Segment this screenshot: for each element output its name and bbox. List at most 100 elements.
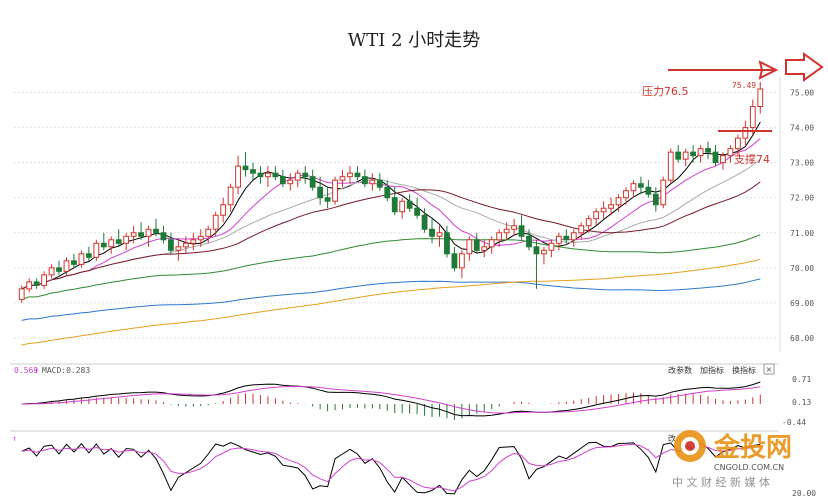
price-tick-label: 73.00 — [790, 159, 814, 168]
candle-body — [667, 151, 674, 181]
candle-body — [339, 176, 346, 181]
watermark-domain: CNGOLD.COM.CN — [714, 463, 784, 472]
candle-body — [511, 225, 517, 230]
candle-body — [705, 148, 711, 153]
ma-line-30 — [21, 181, 761, 290]
candle-body — [250, 169, 256, 174]
candle-body — [541, 249, 547, 255]
candle-body — [205, 228, 212, 237]
right-arrow-icon — [785, 52, 824, 82]
candle-body — [100, 242, 107, 248]
candle-body — [168, 239, 174, 251]
price-tick-label: 75.00 — [790, 89, 814, 98]
candle-body — [361, 176, 368, 185]
candle-body — [444, 232, 450, 255]
add-indicator-button[interactable]: 加指标 — [700, 365, 724, 375]
candle-body — [481, 246, 488, 251]
candle-body — [399, 200, 406, 213]
switch-indicator-button[interactable]: 换指标 — [732, 365, 756, 375]
candle-body — [742, 127, 749, 139]
macd-left-value: 0.569 — [14, 366, 38, 375]
candle-body — [123, 235, 130, 244]
macd-tick: 0.71 — [792, 375, 811, 384]
candle-body — [712, 151, 719, 164]
candle-body — [182, 242, 189, 248]
macd-tick: -0.44 — [782, 418, 806, 427]
candle-body — [302, 172, 309, 178]
candle-body — [615, 197, 622, 206]
kdj-change-params-button[interactable]: 改 — [668, 433, 676, 443]
candle-body — [638, 183, 644, 188]
candle-body — [115, 239, 122, 244]
candle-body — [93, 242, 100, 258]
candle-body — [406, 200, 413, 209]
candle-body — [85, 253, 92, 258]
candle-body — [585, 218, 592, 227]
candle-body — [630, 183, 637, 192]
candle-body — [71, 260, 77, 265]
kdj-lines — [21, 441, 761, 495]
candle-body — [414, 207, 421, 216]
candle-body — [473, 239, 480, 251]
candle-body — [294, 172, 301, 181]
candle-body — [727, 148, 734, 157]
candle-body — [391, 197, 398, 213]
candle-body — [384, 186, 391, 199]
candle-body — [518, 225, 525, 237]
candle-body — [570, 232, 577, 241]
candle-body — [279, 176, 286, 185]
candle-body — [488, 239, 495, 248]
resistance-arrow-icon — [758, 60, 779, 80]
candle-body — [690, 151, 697, 157]
candle-body — [272, 172, 279, 178]
candlestick-series — [18, 82, 764, 303]
main-price-grid — [14, 92, 778, 339]
candle-body — [175, 246, 182, 251]
support-annotation: 支撑74 — [718, 130, 772, 166]
candle-body — [533, 246, 540, 255]
candle-body — [563, 235, 570, 241]
moving-average-lines — [21, 121, 761, 346]
change-params-button[interactable]: 改参数 — [668, 365, 692, 375]
candle-body — [555, 235, 562, 244]
resistance-annotation: 压力76.5 — [642, 52, 824, 98]
price-tick-label: 71.00 — [790, 229, 814, 238]
candle-body — [309, 176, 316, 188]
candle-body — [429, 228, 435, 237]
close-icon: × — [766, 365, 773, 374]
price-axis: 75.00 74.00 73.00 72.00 71.00 70.00 69.00 68.00 — [779, 76, 814, 352]
kdj-tick: 20.00 — [792, 489, 816, 498]
kdj-k-line — [21, 441, 761, 495]
candle-body — [153, 228, 159, 234]
macd-value-label: MACD:0.283 — [42, 366, 90, 375]
candle-body — [41, 274, 48, 286]
candle-body — [652, 193, 659, 206]
candle-body — [242, 165, 249, 171]
resistance-label: 压力76.5 — [642, 85, 689, 98]
candle-body — [197, 235, 204, 241]
candle-body — [317, 186, 324, 199]
candle-body — [749, 106, 756, 129]
candle-body — [257, 172, 264, 178]
candle-body — [332, 179, 338, 202]
candle-body — [451, 253, 458, 269]
close-panel-button[interactable] — [763, 363, 775, 375]
candle-body — [466, 239, 473, 255]
price-tick-label: 69.00 — [790, 299, 814, 308]
watermark-brand: 金投网 — [713, 432, 792, 463]
candle-body — [369, 179, 376, 185]
watermark-slogan: 中 文 财 经 新 媒 体 — [672, 475, 770, 489]
candle-body — [720, 155, 726, 164]
candle-body — [734, 137, 741, 150]
macd-dif-line — [21, 381, 761, 417]
candle-body — [78, 253, 85, 265]
candle-body — [600, 207, 607, 213]
chart-title: WTI 2 小时走势 — [348, 30, 481, 51]
candle-body — [578, 225, 585, 234]
candle-body — [458, 253, 465, 269]
kdj-panel: ↑ 改 20.00 — [10, 430, 816, 498]
price-tick-label: 70.00 — [790, 264, 814, 273]
candle-body — [138, 232, 144, 237]
candle-body — [503, 228, 510, 234]
